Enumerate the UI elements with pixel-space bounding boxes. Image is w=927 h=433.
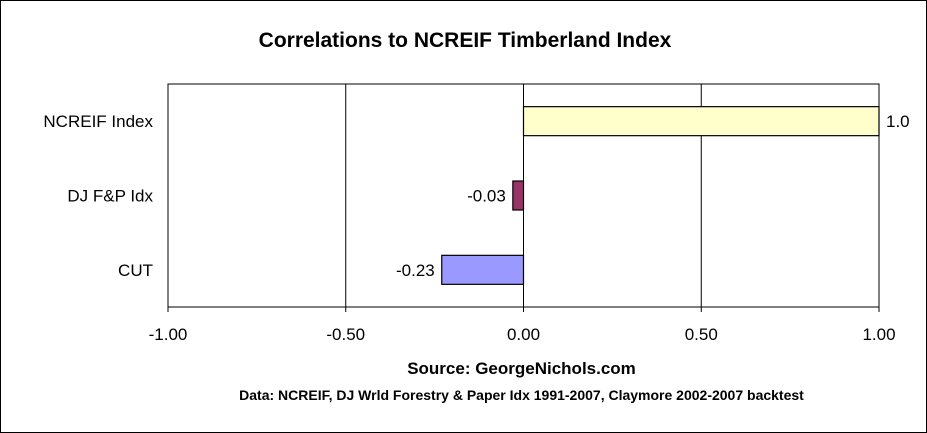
data-note: Data: NCREIF, DJ Wrld Forestry & Paper I… [239, 387, 804, 403]
category-label: CUT [118, 261, 153, 280]
bar-3 [441, 254, 525, 285]
bars [441, 106, 880, 285]
data-label: 1.0 [886, 112, 910, 131]
source-caption: Source: GeorgeNichols.com [407, 359, 636, 378]
category-label: DJ F&P Idx [67, 187, 153, 206]
data-label: -0.03 [467, 187, 506, 206]
bar-1 [522, 106, 880, 137]
data-label: -0.23 [396, 261, 435, 280]
category-label: NCREIF Index [43, 112, 153, 131]
x-tick-label: -1.00 [149, 325, 188, 344]
category-labels: NCREIF Index DJ F&P Idx CUT [43, 112, 153, 280]
chart-title: Correlations to NCREIF Timberland Index [259, 29, 672, 52]
data-labels: 1.0 -0.03 -0.23 [396, 112, 910, 280]
x-axis-ticks: -1.00 -0.50 0.00 0.50 1.00 [149, 307, 896, 344]
x-tick-label: -0.50 [326, 325, 365, 344]
x-tick-label: 0.50 [685, 325, 718, 344]
bar-2 [512, 180, 525, 211]
x-tick-label: 0.00 [507, 325, 540, 344]
x-tick-label: 1.00 [862, 325, 895, 344]
